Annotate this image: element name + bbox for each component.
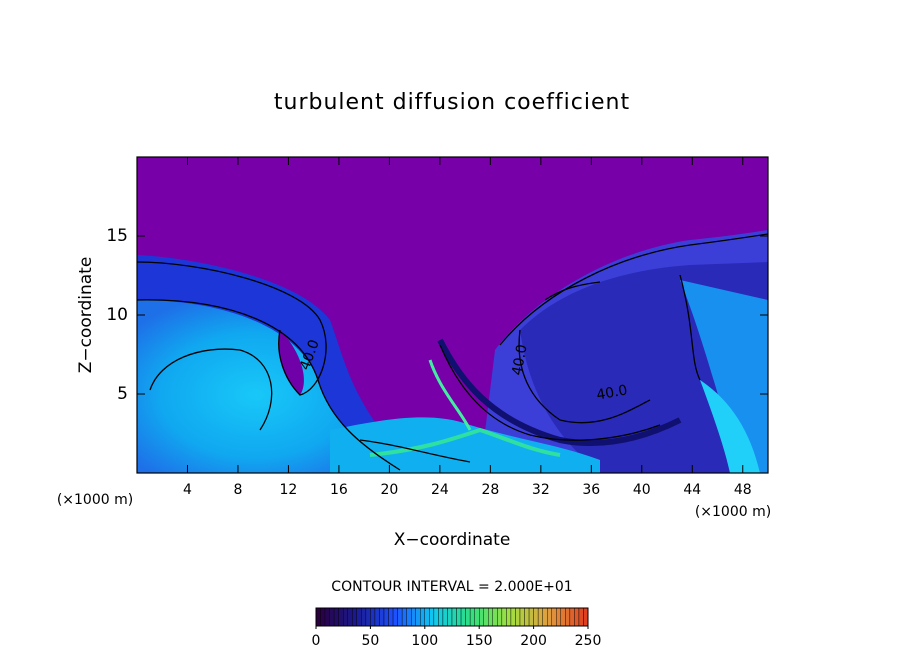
- contour-label: 40.0: [509, 343, 530, 376]
- x-tick-label: 8: [233, 482, 242, 498]
- contour-label: 40.0: [595, 382, 628, 403]
- colorbar-cell: [565, 607, 571, 627]
- colorbar-cell: [347, 607, 353, 627]
- colorbar-tick-label: 0: [312, 633, 321, 649]
- colorbar-cell: [392, 607, 398, 627]
- y-tick-label: 15: [106, 226, 128, 246]
- y-tick-label: 10: [106, 305, 128, 325]
- colorbar-cell: [519, 607, 525, 627]
- colorbar-cell: [574, 607, 580, 627]
- colorbar-cell: [488, 607, 493, 627]
- colorbar-tick-label: 50: [361, 633, 379, 649]
- colorbar-cell: [406, 607, 412, 627]
- x-tick-label: 40: [633, 482, 651, 498]
- y-unit: (×1000 m): [57, 492, 133, 508]
- colorbar-cell: [388, 607, 394, 627]
- colorbar-cell: [411, 607, 416, 627]
- colorbar-cell: [560, 607, 566, 627]
- x-unit: (×1000 m): [695, 504, 771, 520]
- y-tick-label: 5: [117, 384, 128, 404]
- x-tick-label: 4: [183, 482, 192, 498]
- colorbar-cell: [528, 607, 534, 627]
- colorbar-cell: [501, 607, 507, 627]
- colorbar-cell: [483, 607, 489, 627]
- colorbar-cell: [515, 607, 521, 627]
- colorbar-cell: [447, 607, 453, 627]
- colorbar-cell: [506, 607, 512, 627]
- colorbar-cell: [479, 607, 484, 627]
- colorbar-cell: [333, 607, 339, 627]
- colorbar-cell: [374, 607, 380, 627]
- colorbar-cell: [401, 607, 407, 627]
- colorbar-cell: [510, 607, 516, 627]
- colorbar-cell: [533, 607, 539, 627]
- y-axis-label: Z−coordinate: [76, 257, 96, 374]
- colorbar-cell: [474, 607, 480, 627]
- contour-interval: CONTOUR INTERVAL = 2.000E+01: [331, 579, 572, 595]
- colorbar-cell: [433, 607, 439, 627]
- colorbar-cell: [469, 607, 475, 627]
- colorbar-cell: [397, 607, 403, 627]
- colorbar-cell: [547, 607, 552, 627]
- field: [137, 157, 768, 473]
- colorbar-tick-label: 200: [520, 633, 547, 649]
- colorbar-cell: [497, 607, 503, 627]
- colorbar-cell: [492, 607, 498, 627]
- colorbar-cell: [438, 607, 444, 627]
- colorbar-cell: [320, 607, 326, 627]
- x-tick-label: 36: [582, 482, 600, 498]
- x-axis-label: X−coordinate: [394, 530, 511, 550]
- colorbar-tick-label: 150: [466, 633, 493, 649]
- colorbar-cell: [338, 607, 344, 627]
- colorbar-cell: [578, 607, 584, 627]
- colorbar-cell: [442, 607, 448, 627]
- colorbar-cell: [352, 607, 357, 627]
- colorbar-cell: [361, 607, 367, 627]
- colorbar-cell: [420, 607, 425, 627]
- colorbar-cell: [465, 607, 471, 627]
- x-tick-label: 28: [481, 482, 499, 498]
- x-tick-label: 12: [280, 482, 298, 498]
- x-tick-label: 16: [330, 482, 348, 498]
- x-tick-label: 32: [532, 482, 550, 498]
- colorbar-cell: [383, 607, 389, 627]
- colorbar-cell: [460, 607, 466, 627]
- colorbar-cell: [356, 607, 362, 627]
- x-tick-label: 20: [380, 482, 398, 498]
- colorbar-cell: [556, 607, 561, 627]
- colorbar-cell: [524, 607, 530, 627]
- colorbar-cell: [569, 607, 575, 627]
- colorbar-cell: [379, 607, 385, 627]
- colorbar-cell: [329, 607, 335, 627]
- x-tick-label: 24: [431, 482, 449, 498]
- colorbar-cell: [429, 607, 435, 627]
- colorbar-cell: [424, 607, 430, 627]
- colorbar-cell: [365, 607, 371, 627]
- colorbar-cell: [551, 607, 557, 627]
- colorbar-cell: [451, 607, 457, 627]
- colorbar-tick-label: 100: [411, 633, 438, 649]
- colorbar-frame: [315, 607, 589, 627]
- colorbar-cell: [456, 607, 462, 627]
- x-tick-label: 48: [734, 482, 752, 498]
- colorbar-cell: [343, 607, 348, 627]
- colorbar-cell: [415, 607, 421, 627]
- colorbar-cell: [542, 607, 548, 627]
- colorbar-cell: [315, 607, 321, 627]
- chart-title: turbulent diffusion coefficient: [274, 90, 630, 115]
- colorbar-cell: [537, 607, 543, 627]
- colorbar-tick-label: 250: [575, 633, 602, 649]
- colorbar-cell: [583, 607, 589, 627]
- colorbar-cell: [324, 607, 330, 627]
- x-tick-label: 44: [683, 482, 701, 498]
- colorbar-cell: [370, 607, 376, 627]
